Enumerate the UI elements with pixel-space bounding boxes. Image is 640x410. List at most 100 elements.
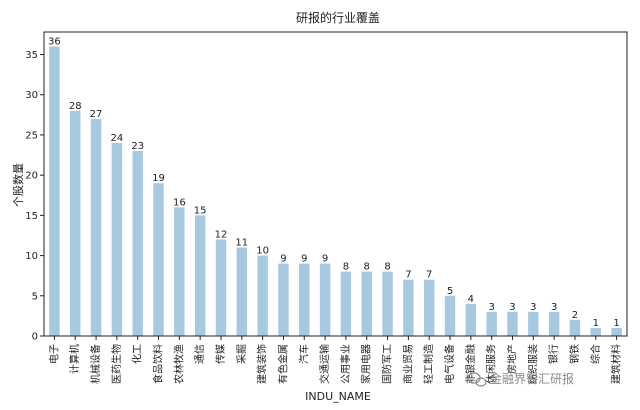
x-tick-label: 医药生物 <box>110 344 123 384</box>
bar <box>507 311 518 336</box>
x-tick-label: 机械设备 <box>89 344 102 384</box>
bar <box>548 311 560 336</box>
y-tick-label: 10 <box>25 251 38 262</box>
data-label: 1 <box>613 318 619 329</box>
data-label: 3 <box>488 302 494 313</box>
y-tick-label: 5 <box>32 291 38 302</box>
x-tick-label: 轻工制造 <box>422 344 435 384</box>
x-tick-label: 休闲服务 <box>485 344 498 384</box>
bar <box>132 151 143 336</box>
x-tick-label: 电气设备 <box>443 344 456 384</box>
bar <box>590 327 601 336</box>
bar <box>153 183 164 336</box>
x-tick-label: 国防军工 <box>381 344 394 384</box>
data-label: 9 <box>301 254 307 265</box>
watermark: 金融界智汇研报 <box>467 371 574 387</box>
data-label: 15 <box>194 205 207 216</box>
data-label: 11 <box>235 238 248 249</box>
bar <box>340 271 352 336</box>
data-label: 3 <box>509 302 515 313</box>
data-label: 12 <box>215 229 228 240</box>
bar <box>236 247 248 336</box>
data-label: 19 <box>152 173 165 184</box>
bar <box>194 215 206 336</box>
x-tick-label: 非银金融 <box>464 344 477 384</box>
x-tick-label: 计算机 <box>68 344 81 374</box>
bar <box>111 142 123 336</box>
x-tick-label: 传媒 <box>215 344 227 364</box>
x-tick-label: 商业贸易 <box>401 344 414 384</box>
bar <box>299 263 310 336</box>
x-tick-label: 电子 <box>47 344 60 364</box>
bar <box>569 319 581 336</box>
data-label: 8 <box>384 262 390 273</box>
x-tick-label: 化工 <box>131 344 144 364</box>
data-label: 3 <box>551 302 557 313</box>
y-tick-label: 15 <box>25 211 38 222</box>
data-label: 3 <box>530 302 536 313</box>
x-axis-title: INDU_NAME <box>305 390 371 403</box>
data-label: 27 <box>90 109 103 120</box>
data-label: 9 <box>322 254 328 265</box>
data-label: 28 <box>69 101 82 112</box>
bar <box>215 239 227 336</box>
x-axis: 电子 计算机 机械设备 医药生物 化工 食品饮料 农林牧渔 通信 传媒 采掘 建筑装饰 有色金属 汽车交… <box>47 336 623 384</box>
data-label: 8 <box>343 262 349 273</box>
x-tick-label: 有色金属 <box>276 344 289 384</box>
bar <box>465 303 477 336</box>
data-label: 8 <box>364 262 370 273</box>
bar <box>319 263 331 336</box>
x-tick-label: 银行 <box>547 344 560 364</box>
bar <box>278 263 289 336</box>
x-tick-label: 通信 <box>194 344 206 364</box>
x-tick-label: 食品饮料 <box>152 344 165 384</box>
bar <box>528 311 539 336</box>
bar <box>257 255 268 336</box>
data-label: 4 <box>468 294 474 305</box>
plot-frame <box>43 31 628 337</box>
y-axis-title: 个股数量 <box>12 163 25 207</box>
bar <box>423 279 435 336</box>
bar <box>444 295 456 336</box>
x-tick-label: 交通运输 <box>318 344 331 384</box>
bar <box>90 118 102 336</box>
x-tick-label: 公用事业 <box>339 344 352 384</box>
x-tick-label: 家用电器 <box>360 344 373 384</box>
y-tick-label: 0 <box>32 332 38 343</box>
bar <box>611 327 622 336</box>
bar <box>70 110 81 336</box>
x-tick-label: 房地产 <box>505 344 518 374</box>
x-tick-label: 钢铁 <box>568 344 581 364</box>
data-label: 10 <box>256 246 269 257</box>
chart-title: 研报的行业覆盖 <box>296 10 380 25</box>
data-label: 16 <box>173 197 186 208</box>
data-label: 9 <box>280 254 286 265</box>
data-label: 23 <box>131 141 144 152</box>
y-tick-label: 20 <box>25 171 38 182</box>
data-label: 1 <box>593 318 599 329</box>
data-label: 5 <box>447 286 453 297</box>
bar <box>382 271 393 336</box>
x-tick-label: 建筑装饰 <box>256 344 269 384</box>
bar <box>361 271 372 336</box>
y-axis: 0 5 10 15 20 25 30 35 <box>25 50 44 343</box>
x-tick-label: 建筑材料 <box>610 344 623 384</box>
data-label: 7 <box>426 270 432 281</box>
data-label: 36 <box>48 36 61 47</box>
y-tick-label: 30 <box>25 90 38 101</box>
data-label: 7 <box>405 270 411 281</box>
bar <box>49 46 60 336</box>
wechat-icon <box>467 372 487 387</box>
watermark-text: 金融界智汇研报 <box>490 371 574 386</box>
data-label: 24 <box>111 133 124 144</box>
x-tick-label: 农林牧渔 <box>172 344 185 384</box>
data-label: 2 <box>572 310 578 321</box>
bar <box>486 311 497 336</box>
x-tick-label: 综合 <box>589 344 602 364</box>
y-tick-label: 25 <box>25 130 38 141</box>
x-tick-label: 汽车 <box>297 344 310 364</box>
x-tick-label: 纺织服装 <box>526 344 539 384</box>
bar <box>174 207 185 336</box>
